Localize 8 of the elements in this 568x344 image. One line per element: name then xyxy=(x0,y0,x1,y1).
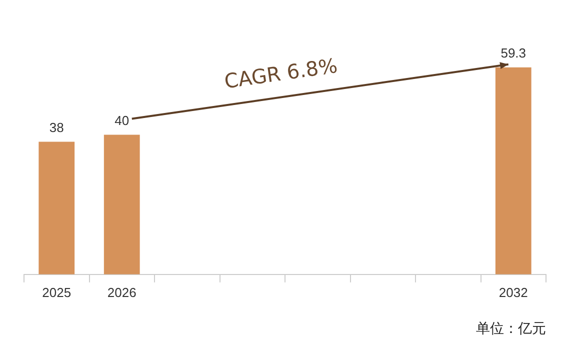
x-tick-label: 2025 xyxy=(42,284,72,300)
annotation: CAGR 6.8% xyxy=(222,53,339,94)
text: 单位：亿元 xyxy=(476,320,546,338)
x-tick-label: 2026 xyxy=(107,284,136,300)
data-label: 38 xyxy=(49,120,64,135)
x-tick-label: 2032 xyxy=(498,284,528,300)
data-label: 59.3 xyxy=(500,45,526,60)
data-label: 40 xyxy=(114,112,130,128)
